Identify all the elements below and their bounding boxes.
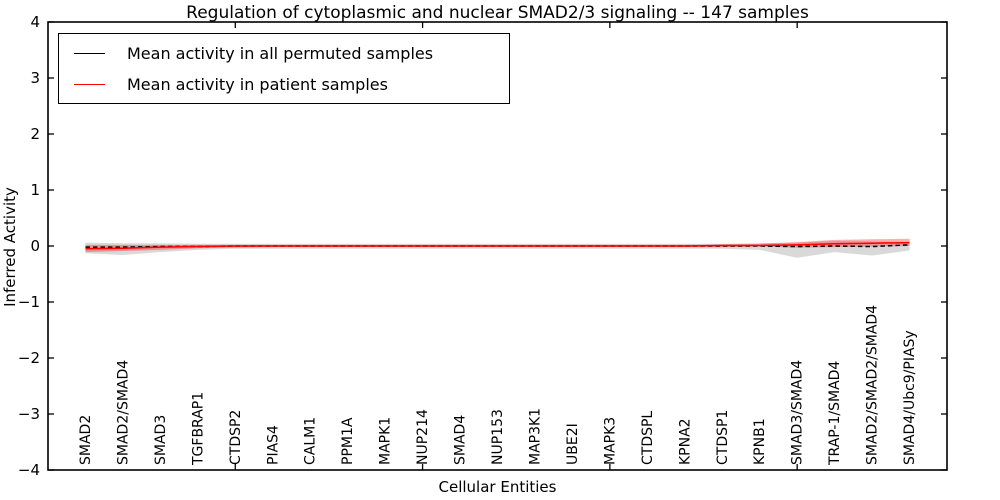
y-tick-label: −2 — [18, 349, 40, 367]
legend-item-permuted: Mean activity in all permuted samples — [74, 40, 503, 66]
x-category-label: SMAD4/Ubc9/PIASy — [902, 330, 918, 465]
x-category-label: CTDSP2 — [228, 410, 244, 465]
x-category-label: NUP214 — [415, 409, 431, 465]
x-category-label: SMAD3 — [153, 415, 169, 465]
x-category-label: MAPK3 — [602, 417, 618, 465]
legend-label-permuted: Mean activity in all permuted samples — [127, 43, 434, 63]
x-category-label: PIAS4 — [265, 425, 281, 465]
legend-item-patient: Mean activity in patient samples — [74, 71, 503, 97]
chart-title: Regulation of cytoplasmic and nuclear SM… — [186, 3, 809, 23]
x-category-label: SMAD2/SMAD2/SMAD4 — [865, 305, 881, 465]
patient-line-swatch — [74, 83, 105, 85]
x-category-label: CALM1 — [303, 417, 319, 465]
x-category-label: MAPK1 — [378, 417, 394, 465]
x-category-label: MAP3K1 — [527, 408, 543, 465]
legend: Mean activity in all permuted samples Me… — [58, 33, 510, 104]
x-category-label: NUP153 — [490, 409, 506, 465]
permuted-line-swatch — [74, 52, 105, 54]
y-tick-label: 4 — [30, 13, 40, 31]
x-category-label: TRAP-1/SMAD4 — [827, 361, 843, 466]
x-category-label: KPNB1 — [752, 418, 768, 465]
y-tick-label: 0 — [30, 237, 40, 255]
x-category-label: SMAD4 — [453, 415, 469, 465]
x-category-label: TGFBRAP1 — [190, 392, 206, 466]
x-axis-label: Cellular Entities — [438, 478, 557, 496]
x-category-label: CTDSP1 — [715, 410, 731, 465]
x-category-label: SMAD2/SMAD4 — [115, 360, 131, 465]
y-tick-label: 3 — [30, 69, 40, 87]
x-category-label: SMAD3/SMAD4 — [790, 360, 806, 465]
x-category-label: KPNA2 — [677, 418, 693, 465]
legend-label-patient: Mean activity in patient samples — [127, 74, 388, 94]
y-tick-label: 2 — [30, 125, 40, 143]
patient-mean-line — [85, 241, 910, 250]
y-tick-label: −1 — [18, 293, 40, 311]
x-category-label: UBE2I — [565, 423, 581, 465]
y-tick-label: −4 — [18, 461, 40, 479]
x-category-label: CTDSPL — [640, 411, 656, 465]
x-category-label: PPM1A — [340, 417, 356, 465]
y-tick-label: 1 — [30, 181, 40, 199]
y-tick-label: −3 — [18, 405, 40, 423]
x-category-label: SMAD2 — [78, 415, 94, 465]
